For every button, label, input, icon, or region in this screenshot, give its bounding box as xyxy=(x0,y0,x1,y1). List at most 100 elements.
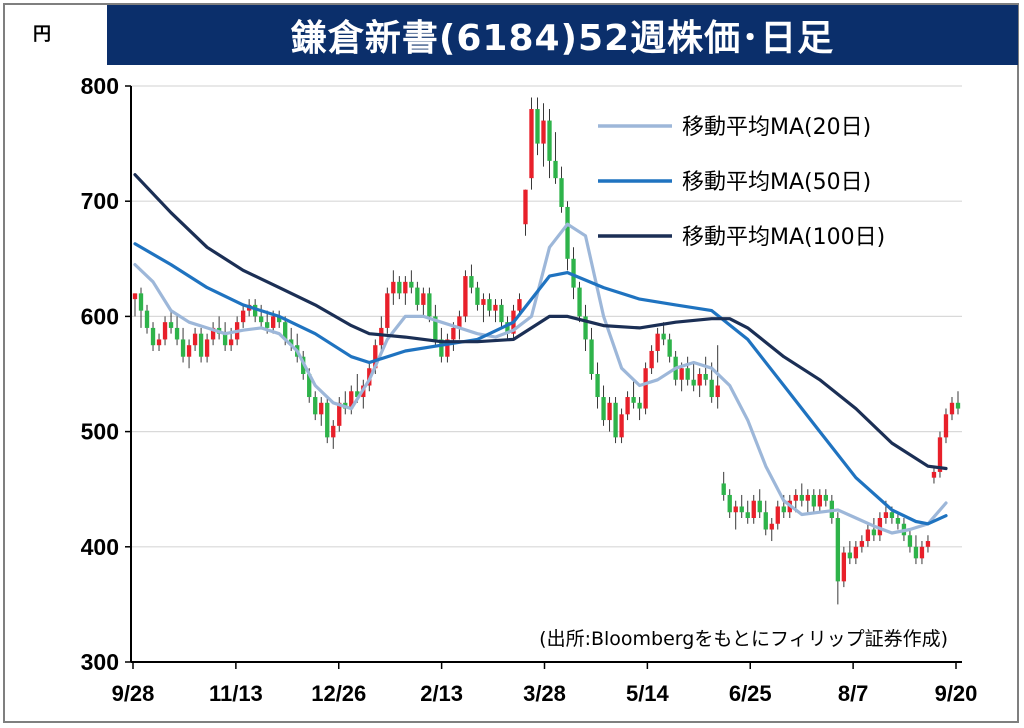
candle-down xyxy=(847,552,853,559)
candle-up xyxy=(445,339,450,357)
candle-up xyxy=(349,391,354,409)
candle-up xyxy=(451,327,456,340)
candle-up xyxy=(523,189,528,225)
candle-down xyxy=(264,322,270,328)
candle-down xyxy=(727,494,732,513)
candle-up xyxy=(391,281,396,294)
moving-average-lines xyxy=(133,173,948,535)
candle-down xyxy=(763,512,768,530)
candle-down xyxy=(889,512,895,518)
candle-down xyxy=(144,310,150,328)
candle-down xyxy=(168,322,174,328)
y-unit-label: 円 xyxy=(33,24,51,44)
legend: 移動平均MA(20日) 移動平均MA(50日) 移動平均MA(100日) xyxy=(598,115,885,250)
candle-up xyxy=(481,299,486,305)
y-tick-label: 700 xyxy=(81,188,119,214)
candle-down xyxy=(871,529,877,536)
candle-up xyxy=(421,293,426,305)
candle-up xyxy=(625,397,630,415)
candle-up xyxy=(805,494,810,501)
candle-up xyxy=(607,402,612,421)
candle-down xyxy=(661,333,666,340)
candle-up xyxy=(931,471,937,478)
y-tick-label: 600 xyxy=(81,303,119,329)
candle-down xyxy=(469,276,474,288)
y-tick-label: 500 xyxy=(81,419,119,445)
candle-down xyxy=(577,287,582,317)
candle-down xyxy=(222,333,228,346)
candle-up xyxy=(883,512,889,518)
x-tick-label: 11/13 xyxy=(209,681,263,706)
candle-up xyxy=(319,402,324,415)
y-tick-label: 300 xyxy=(81,649,119,675)
candle-up xyxy=(457,316,462,328)
candle-down xyxy=(811,494,816,507)
candle-down xyxy=(745,512,750,518)
candle-up xyxy=(865,529,871,542)
candle-up xyxy=(853,546,859,559)
x-tick-label: 2/13 xyxy=(420,681,463,706)
candle-up xyxy=(517,299,522,311)
candle-up xyxy=(859,541,865,547)
candle-up xyxy=(775,506,780,524)
legend-label-ma20: 移動平均MA(20日) xyxy=(682,115,871,140)
candle-down xyxy=(907,535,913,547)
candle-down xyxy=(283,322,288,340)
candle-down xyxy=(150,327,156,346)
y-tick-label: 400 xyxy=(81,534,119,560)
chart-frame xyxy=(3,3,1019,723)
candle-down xyxy=(559,178,564,207)
candle-down xyxy=(180,339,186,357)
candle-up xyxy=(192,333,198,346)
candle-up xyxy=(751,500,756,518)
candle-up xyxy=(919,546,925,559)
candle-down xyxy=(895,518,901,524)
candle-up xyxy=(697,374,702,386)
x-tick-label: 3/28 xyxy=(523,681,566,706)
candle-up xyxy=(373,345,378,369)
legend-label-ma100: 移動平均MA(100日) xyxy=(682,225,885,250)
candle-up xyxy=(733,506,738,513)
candle-down xyxy=(198,333,204,357)
candle-down xyxy=(631,397,636,403)
candle-down xyxy=(307,374,312,398)
x-tick-label: 9/20 xyxy=(935,681,978,706)
candle-up xyxy=(925,541,931,547)
candle-down xyxy=(499,304,504,323)
x-tick-label: 5/14 xyxy=(626,681,670,706)
candle-down xyxy=(439,339,444,357)
candle-up xyxy=(937,437,943,472)
candle-up xyxy=(337,402,342,426)
candle-down xyxy=(583,316,588,340)
candle-up xyxy=(379,327,384,346)
candle-down xyxy=(595,374,600,398)
candle-up xyxy=(949,402,955,415)
y-tick-label: 800 xyxy=(81,73,119,99)
candle-down xyxy=(823,494,829,501)
candle-down xyxy=(313,397,318,415)
candle-up xyxy=(186,345,192,357)
candle-down xyxy=(691,379,696,386)
candle-down xyxy=(739,506,744,513)
candle-down xyxy=(289,339,294,346)
candle-up xyxy=(943,414,949,438)
candle-down xyxy=(685,368,690,380)
x-tick-label: 8/7 xyxy=(838,681,869,706)
candle-down xyxy=(589,339,594,374)
legend-label-ma50: 移動平均MA(50日) xyxy=(682,170,871,195)
source-note: (出所:Bloombergをもとにフィリップ証券作成) xyxy=(539,628,948,650)
candle-down xyxy=(703,374,708,380)
candle-up xyxy=(156,339,162,346)
candle-down xyxy=(667,339,672,357)
candle-down xyxy=(277,316,282,323)
candle-up xyxy=(331,425,336,438)
candle-up xyxy=(619,414,624,438)
candle-down xyxy=(835,518,841,582)
ma50-line xyxy=(133,242,948,526)
candle-down xyxy=(505,322,510,334)
candle-down xyxy=(799,494,804,501)
candle-down xyxy=(252,304,258,317)
candle-down xyxy=(547,120,552,161)
chart-title: 鎌倉新書(6184)52週株価･日足 xyxy=(107,5,1018,65)
